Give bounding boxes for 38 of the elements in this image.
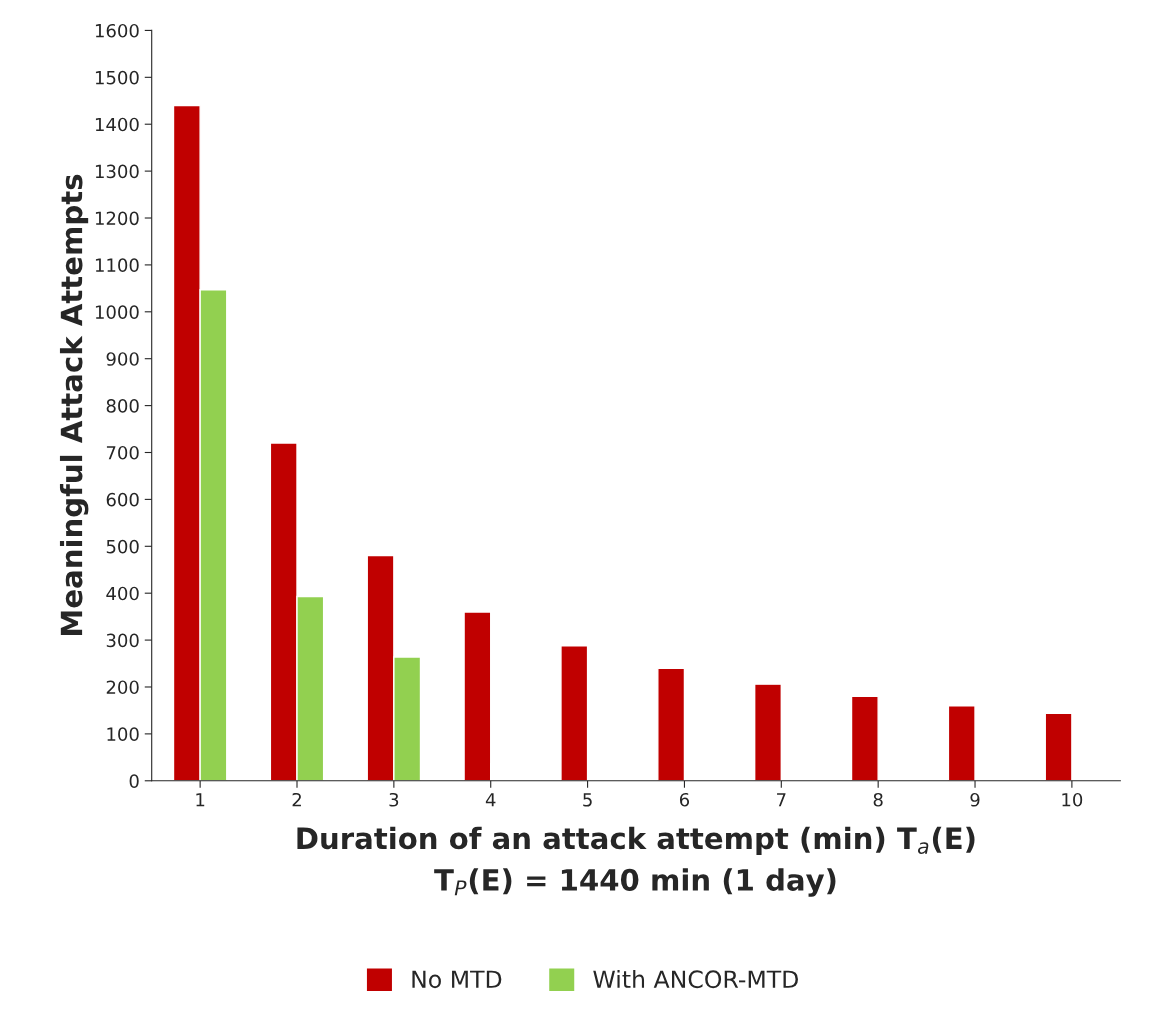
y-tick-label: 1200	[95, 211, 139, 226]
y-tick-label: 1400	[95, 117, 139, 132]
x-tick-label: 5	[583, 793, 592, 807]
y-tick-label: 1500	[95, 70, 139, 85]
bar	[560, 645, 589, 781]
x-tick-label: 9	[970, 792, 980, 807]
y-axis-title: Meaningful Attack Attempts	[59, 174, 89, 636]
y-tick-label: 700	[106, 445, 139, 460]
x-tick-label: 4	[485, 793, 496, 807]
legend-label: No MTD	[412, 970, 502, 989]
x-tick-label: 7	[777, 793, 786, 807]
y-tick-label: 100	[107, 727, 139, 741]
x-tick-label: 6	[679, 792, 690, 807]
y-tick-label: 800	[106, 399, 139, 413]
bar	[947, 705, 976, 781]
y-tick-label: 1000	[95, 305, 139, 319]
x-tick-label: 1	[196, 793, 205, 807]
y-tick-label: 500	[106, 539, 139, 554]
y-tick-label: 1100	[95, 258, 139, 273]
bar	[1044, 712, 1073, 781]
bar	[850, 695, 879, 781]
bar	[463, 611, 492, 781]
y-tick-label: 600	[106, 492, 139, 507]
y-tick-label: 300	[106, 633, 139, 648]
x-tick-label: 8	[873, 792, 883, 807]
y-tick-label: 1300	[95, 164, 139, 179]
text: Duration of an attack attempt (min) T$_{a}$(E) T$_{P}$(E) = 1440 min (1 day)	[297, 826, 975, 897]
y-tick-label: 1600	[95, 23, 139, 38]
legend-label: With ANCOR-MTD	[593, 969, 798, 989]
x-tick-label: 3	[389, 792, 399, 807]
y-tick-label: 900	[106, 352, 139, 366]
y-tick-label: 0	[129, 774, 139, 788]
y-tick-label: 200	[106, 680, 139, 695]
bar	[657, 667, 686, 781]
x-tick-label: 10	[1062, 792, 1083, 807]
bar	[753, 683, 783, 781]
y-tick-label: 400	[106, 586, 139, 601]
x-tick-label: 2	[292, 792, 301, 807]
